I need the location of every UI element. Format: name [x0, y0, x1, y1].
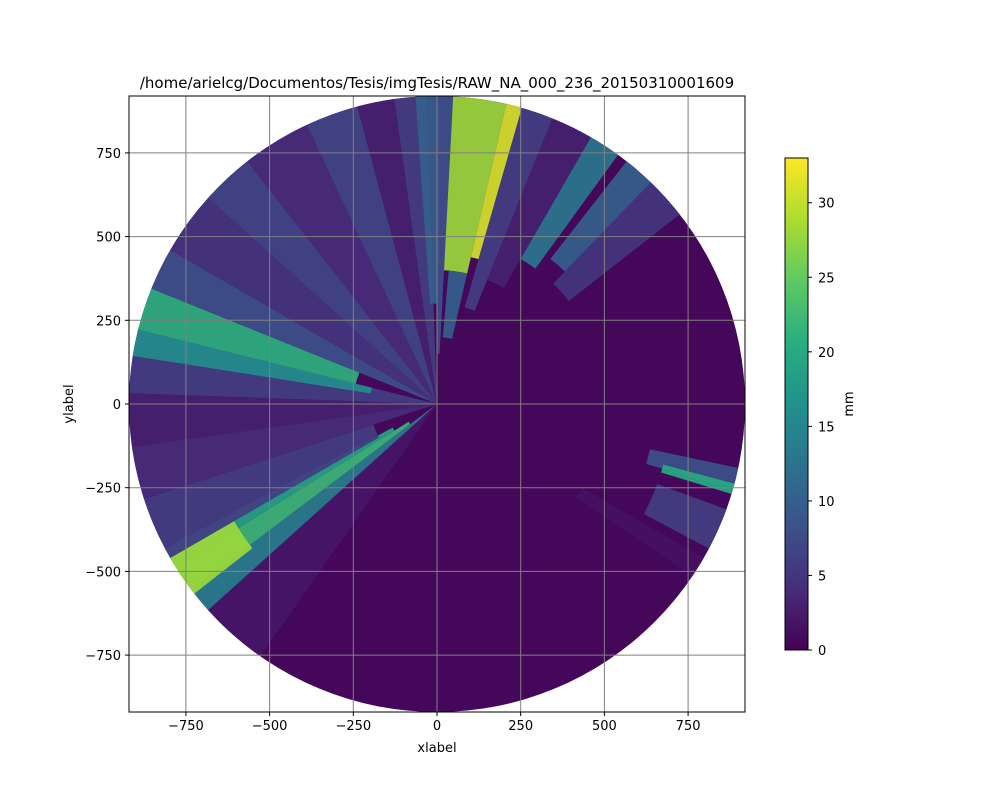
colorbar-tick-label: 10 — [818, 495, 835, 510]
colorbar-gradient — [784, 157, 809, 651]
radar-sector — [643, 484, 727, 549]
radar-sector — [170, 197, 438, 404]
radar-sector — [437, 96, 454, 354]
radar-sector — [132, 329, 373, 394]
x-tick-label: 250 — [508, 719, 533, 734]
radar-sector — [661, 464, 735, 495]
y-tick-label: 500 — [96, 231, 121, 246]
radar-sector — [129, 393, 437, 447]
radar-sector — [487, 118, 591, 289]
radar-sector — [464, 107, 553, 311]
radar-sector — [131, 404, 437, 500]
colorbar-label: mm — [842, 391, 857, 416]
radar-sector — [575, 487, 704, 577]
radar-sector — [191, 404, 437, 611]
colorbar-tick-label: 0 — [818, 644, 826, 659]
y-tick-label: 0 — [113, 398, 121, 413]
y-tick-label: −250 — [85, 482, 121, 497]
radar-sector — [144, 424, 380, 558]
radar-sector — [470, 103, 522, 260]
x-axis-ticks: −750 −500 −250 0 250 500 750 — [168, 712, 701, 734]
y-tick-label: 750 — [96, 147, 121, 162]
x-tick-label: 750 — [676, 719, 701, 734]
radar-sectors — [129, 96, 739, 657]
x-tick-label: 500 — [592, 719, 617, 734]
colorbar-tick-label: 30 — [818, 197, 835, 212]
radar-sector — [444, 96, 507, 274]
y-tick-label: −750 — [85, 649, 121, 664]
colorbar-tick-label: 25 — [818, 271, 835, 286]
x-tick-label: −750 — [168, 719, 204, 734]
radar-sector — [357, 98, 437, 404]
x-tick-label: 0 — [433, 719, 441, 734]
colorbar-tick-label: 20 — [818, 346, 835, 361]
radar-sector — [170, 521, 253, 594]
y-axis-ticks: −750 −500 −250 0 250 500 750 — [85, 147, 129, 664]
radar-sector — [208, 161, 437, 404]
x-axis-label: xlabel — [417, 741, 456, 756]
plot-area — [129, 96, 745, 712]
grid-lines — [129, 96, 745, 712]
colorbar-tick-label: 15 — [818, 420, 835, 435]
colorbar: 0 5 10 15 20 25 30 mm — [784, 157, 857, 659]
radar-sector — [550, 161, 651, 272]
radar-sector — [208, 404, 437, 657]
colorbar-ticks: 0 5 10 15 20 25 30 — [808, 197, 835, 659]
x-tick-label: −500 — [252, 719, 288, 734]
radar-sector — [442, 270, 468, 339]
radar-sector — [415, 96, 437, 304]
radar-sector — [247, 124, 437, 404]
chart-title: /home/arielcg/Documentos/Tesis/imgTesis/… — [140, 74, 734, 93]
radar-sector — [553, 182, 680, 301]
colorbar-tick-label: 5 — [818, 569, 826, 584]
x-tick-label: −250 — [335, 719, 371, 734]
y-axis-label: ylabel — [62, 384, 77, 423]
y-tick-label: 250 — [96, 314, 121, 329]
radar-sector — [520, 137, 619, 269]
radar-sector — [306, 106, 437, 404]
radar-sector — [138, 288, 360, 384]
y-tick-label: −500 — [85, 565, 121, 580]
radar-sector — [151, 250, 437, 404]
